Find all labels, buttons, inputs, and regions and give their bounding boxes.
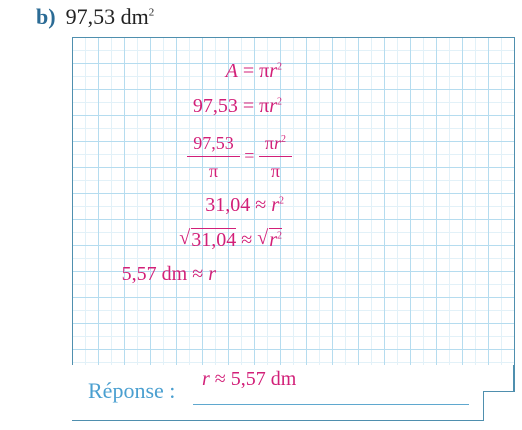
sqrt-left: √ 31,04 <box>179 229 236 252</box>
step-2-left: 97,53 <box>193 95 238 117</box>
step-1-left: A <box>226 60 238 82</box>
step-3: 97,53 π = πr2 π <box>187 133 292 182</box>
grid-workspace <box>72 37 515 392</box>
step-6: 5,57 dm ≈ r <box>122 263 216 286</box>
exercise-exponent: 2 <box>149 7 155 19</box>
fraction-left: 97,53 π <box>187 133 240 182</box>
answer-label: Réponse : <box>88 378 175 404</box>
answer-value: r ≈ 5,57 dm <box>202 368 296 391</box>
answer-line <box>193 404 469 405</box>
step-2: 97,53 = πr2 <box>193 95 282 118</box>
exercise-header: b) 97,53 dm2 <box>36 4 154 30</box>
exercise-value: 97,53 dm <box>66 4 149 29</box>
sqrt-right: √ r2 <box>257 229 282 252</box>
step-1: A = πr2 <box>226 60 282 83</box>
exercise-letter: b) <box>36 4 56 29</box>
step-4: 31,04 ≈ r2 <box>205 194 284 217</box>
fraction-right: πr2 π <box>259 133 292 182</box>
step-5: √ 31,04 ≈ √ r2 <box>179 229 282 252</box>
